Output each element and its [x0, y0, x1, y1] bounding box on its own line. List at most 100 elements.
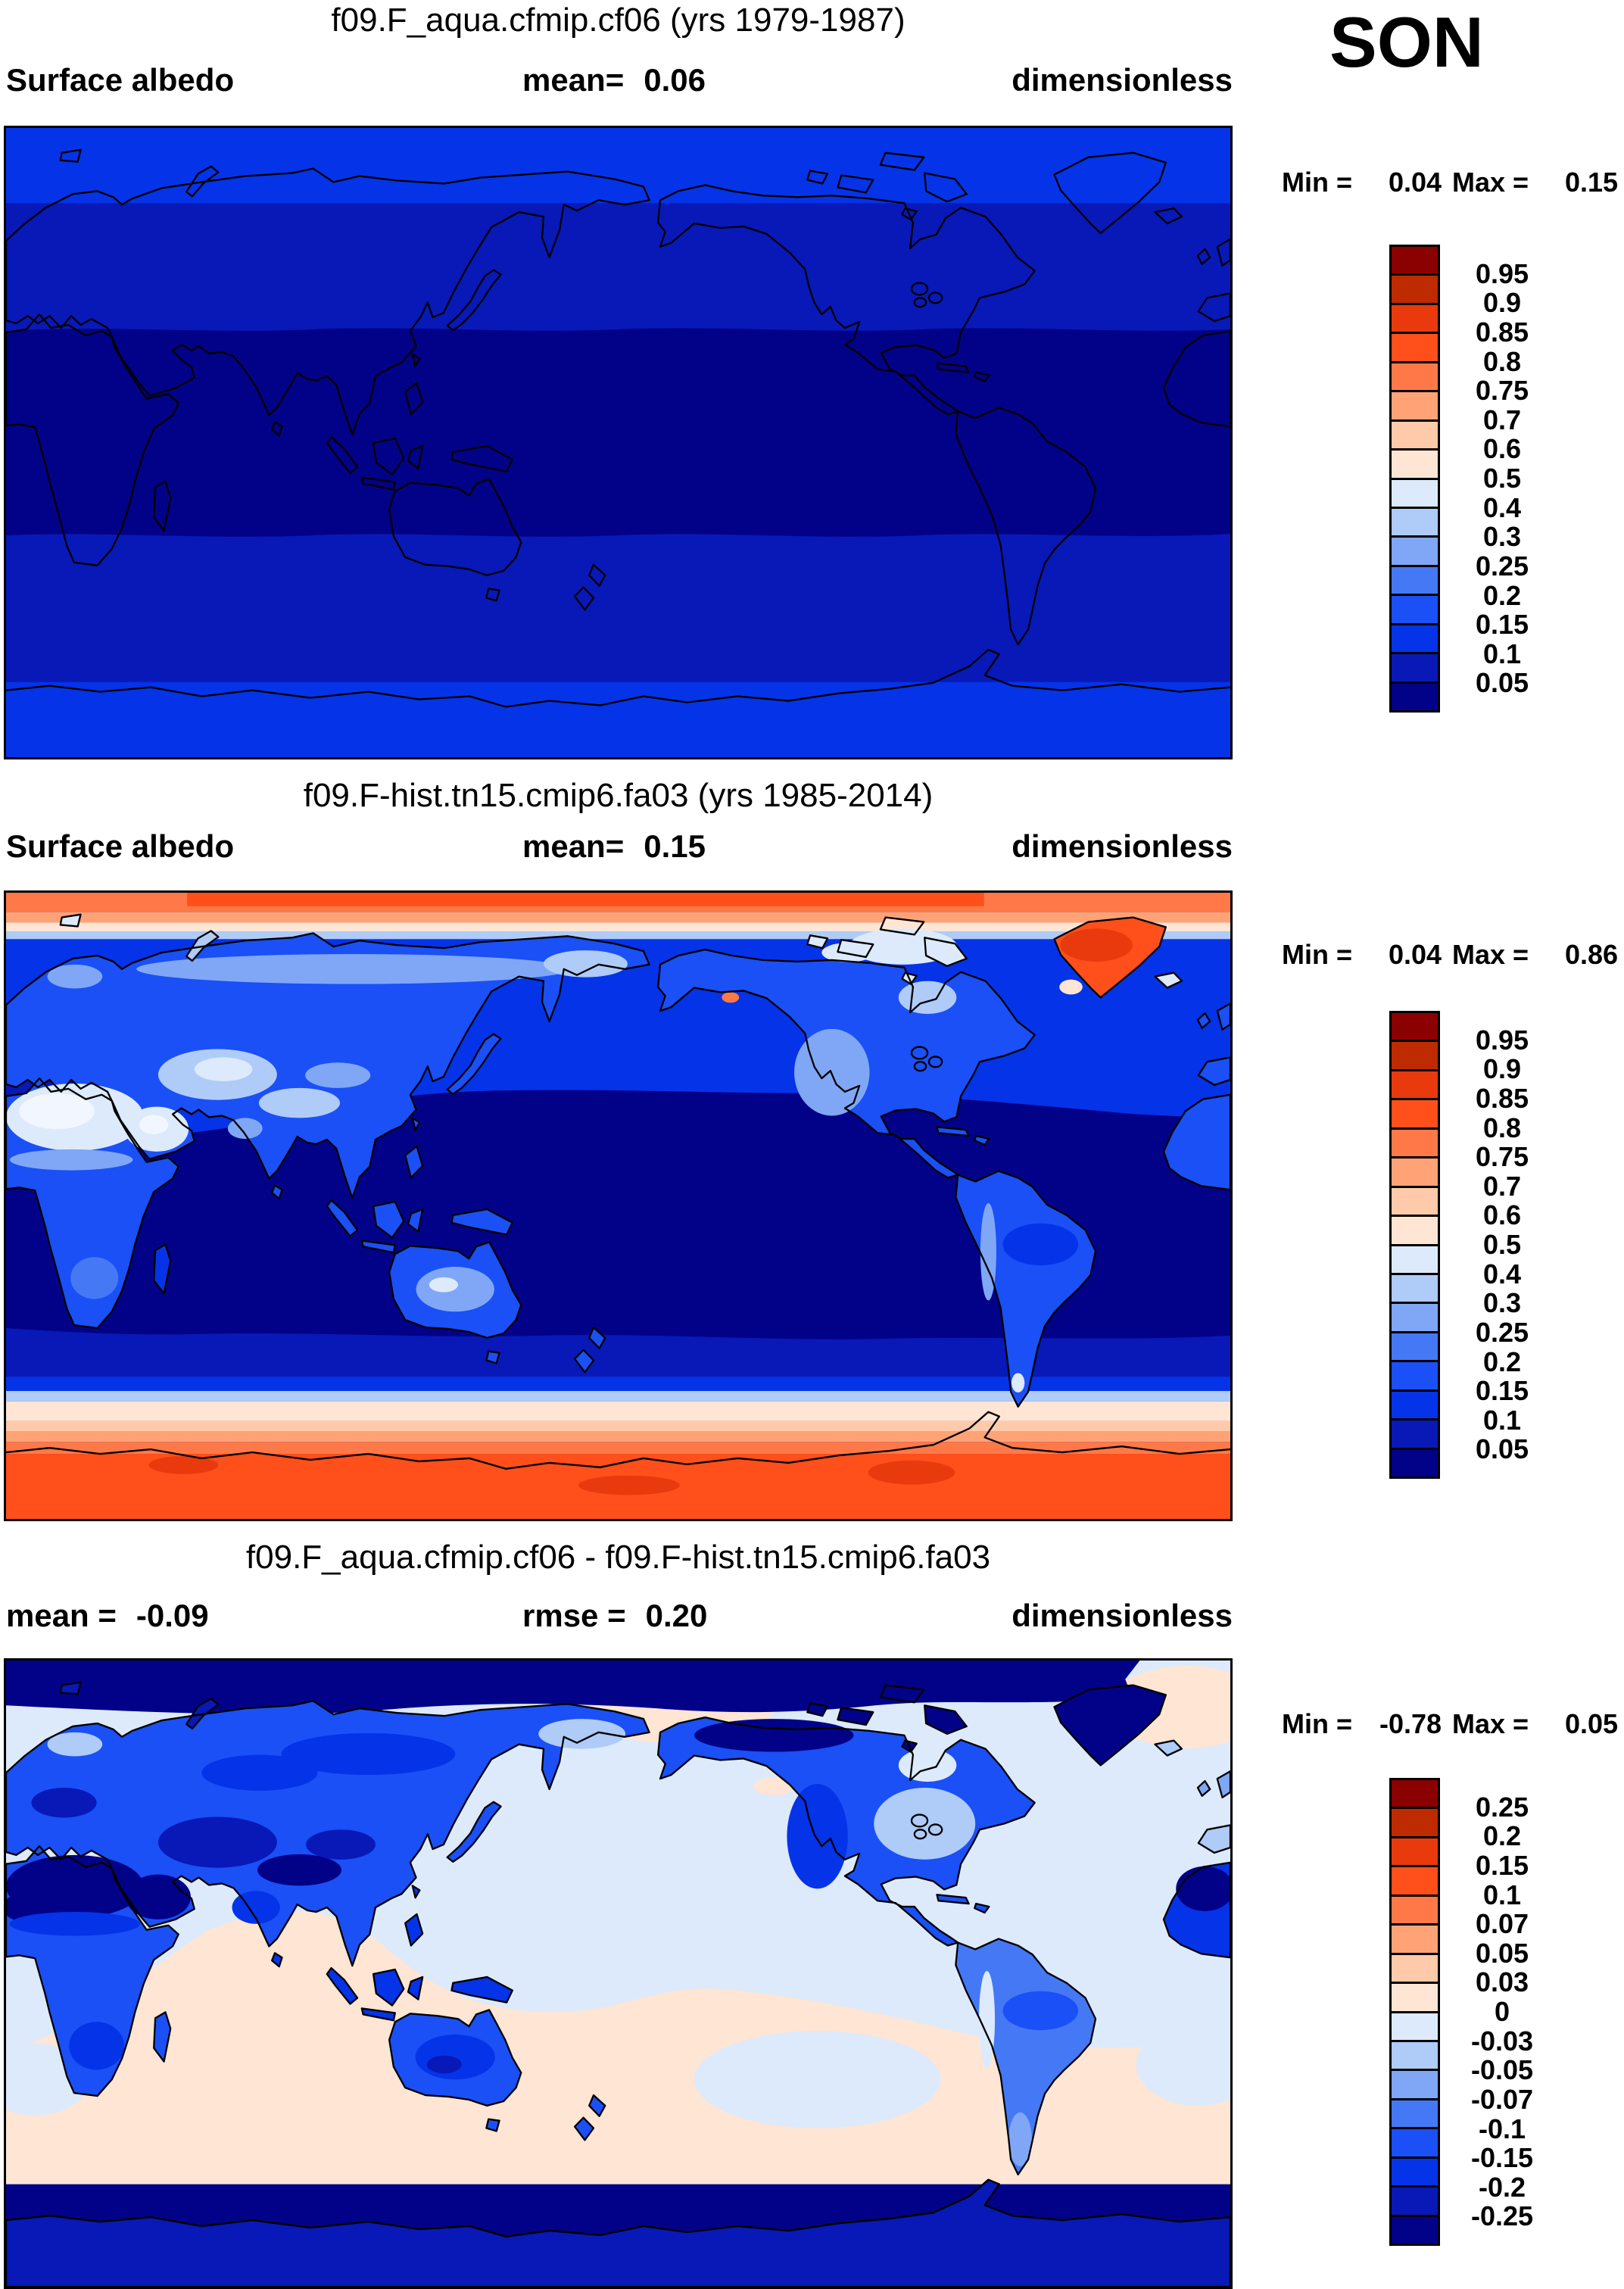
panel2-stats-row: Surface albedo mean= 0.15 dimensionless [4, 828, 1233, 866]
colorbar-segment [1392, 1809, 1438, 1838]
colorbar-segment [1392, 2129, 1438, 2159]
colorbar-tick-label: 0.85 [1475, 1082, 1529, 1114]
min-label: Min = [1282, 167, 1353, 198]
colorbar-segment [1392, 2100, 1438, 2130]
panel3-colorbar: 0.25 0.2 0.15 0.1 0.07 0.05 0.03 0 -0.03 -0.05 -0.… [1389, 1778, 1563, 2246]
colorbar-segment [1392, 654, 1438, 684]
colorbar-tick-label: 0.2 [1482, 1820, 1522, 1852]
panel1-minmax: Min = 0.04 Max = 0.15 [1282, 167, 1624, 198]
colorbar-tick-label: 0.75 [1475, 1141, 1529, 1173]
min-label: Min = [1282, 1708, 1353, 1739]
colorbar-segment [1392, 363, 1438, 393]
colorbar-segment [1392, 538, 1438, 567]
colorbar-tick-label: 0.4 [1482, 491, 1522, 523]
colorbar-tick-label: 0.05 [1475, 667, 1529, 699]
colorbar-tick-label: 0.15 [1475, 1375, 1529, 1407]
colorbar-segment [1392, 1187, 1438, 1218]
colorbar-segment [1392, 1159, 1438, 1188]
colorbar-segment [1392, 566, 1438, 597]
colorbar-tick-label: 0.3 [1482, 521, 1522, 553]
colorbar-segment [1392, 1129, 1438, 1159]
colorbar-tick-label: 0.9 [1482, 287, 1522, 319]
colorbar-tick-label: 0.8 [1482, 345, 1522, 377]
colorbar-tick-label: 0.9 [1482, 1053, 1522, 1085]
colorbar-tick-label: 0.25 [1475, 550, 1529, 582]
colorbar-tick-label: 0.05 [1475, 1937, 1529, 1969]
colorbar-segment [1392, 247, 1438, 276]
panel3-rmse-label: rmse = [522, 1598, 626, 1633]
panel1-colorbar: 0.95 0.9 0.85 0.8 0.75 0.7 0.6 0.5 0.4 0.3 0.25 0.2… [1389, 245, 1563, 713]
colorbar-tick-label: 0.95 [1475, 1024, 1529, 1056]
season-label: SON [1329, 2, 1484, 82]
colorbar-strip [1389, 1778, 1440, 2246]
colorbar-tick-label: 0.2 [1482, 579, 1522, 611]
panel2-units: dimensionless [1011, 828, 1233, 864]
panel3-minmax: Min = -0.78 Max = 0.05 [1282, 1708, 1624, 1740]
colorbar-segment [1392, 625, 1438, 655]
colorbar-segment [1392, 421, 1438, 451]
min-value: 0.04 [1388, 167, 1442, 198]
colorbar-segment [1392, 596, 1438, 625]
colorbar-tick-label: 0.8 [1482, 1112, 1522, 1143]
colorbar-tick-label: 0.03 [1475, 1966, 1529, 1998]
colorbar-tick-label: -0.2 [1478, 2171, 1526, 2203]
colorbar-segment [1392, 1333, 1438, 1363]
colorbar-tick-label: -0.07 [1470, 2083, 1534, 2115]
colorbar-tick-label: 0.95 [1475, 257, 1529, 289]
colorbar-segment [1392, 1449, 1438, 1477]
colorbar-tick-label: 0.1 [1482, 1879, 1522, 1910]
colorbar-tick-label: -0.03 [1470, 2025, 1534, 2057]
panel3-rmse-value: 0.20 [645, 1598, 708, 1633]
colorbar-segment [1392, 1013, 1438, 1043]
panel1-mean-label: mean= [522, 62, 625, 98]
colorbar-segment [1392, 1274, 1438, 1305]
colorbar-segment [1392, 508, 1438, 538]
colorbar-tick-label: 0.4 [1482, 1258, 1522, 1290]
panel1-mean-value: 0.06 [644, 62, 706, 98]
colorbar-tick-label: 0.7 [1482, 404, 1522, 435]
colorbar-tick-label: 0.5 [1482, 1229, 1522, 1260]
colorbar-segment [1392, 1926, 1438, 1955]
panel3-mean-label: mean = [6, 1598, 117, 1633]
colorbar-tick-label: 0.6 [1482, 1199, 1522, 1231]
colorbar-tick-label: 0.6 [1482, 433, 1522, 465]
colorbar-tick-label: -0.25 [1470, 2200, 1534, 2232]
colorbar-segment [1392, 2158, 1438, 2188]
colorbar-strip [1389, 1011, 1440, 1479]
min-label: Min = [1282, 939, 1353, 970]
colorbar-segment [1392, 2216, 1438, 2244]
panel1-units: dimensionless [1011, 62, 1233, 98]
colorbar-tick-label: 0.07 [1475, 1908, 1529, 1940]
colorbar-tick-label: 0.3 [1482, 1287, 1522, 1319]
colorbar-segment [1392, 1896, 1438, 1926]
panel2-colorbar: 0.95 0.9 0.85 0.8 0.75 0.7 0.6 0.5 0.4 0.3 0.25 0.2… [1389, 1011, 1563, 1479]
colorbar-strip [1389, 245, 1440, 713]
colorbar-segment [1392, 1100, 1438, 1130]
map-historical [4, 890, 1233, 1521]
colorbar-tick-label: 0.15 [1475, 1849, 1529, 1881]
panel1-title: f09.F_aqua.cfmip.cf06 (yrs 1979-1987) [331, 2, 906, 39]
colorbar-tick-label: 0.2 [1482, 1346, 1522, 1377]
colorbar-tick-label: -0.1 [1478, 2113, 1526, 2144]
colorbar-segment [1392, 1954, 1438, 1985]
colorbar-tick-label: 0.25 [1475, 1791, 1529, 1823]
panel3-stats-row: mean = -0.09 rmse = 0.20 dimensionless [4, 1598, 1233, 1636]
colorbar-segment [1392, 683, 1438, 710]
colorbar-segment [1392, 1838, 1438, 1868]
max-value: 0.15 [1565, 167, 1619, 198]
colorbar-segment [1392, 2188, 1438, 2217]
colorbar-segment [1392, 392, 1438, 422]
max-value: 0.86 [1565, 939, 1619, 970]
colorbar-segment [1392, 1071, 1438, 1101]
colorbar-segment [1392, 334, 1438, 363]
colorbar-segment [1392, 451, 1438, 480]
map-aquaplanet [4, 126, 1233, 759]
max-label: Max = [1452, 1708, 1529, 1739]
colorbar-segment [1392, 1391, 1438, 1421]
colorbar-tick-label: -0.15 [1470, 2142, 1534, 2174]
colorbar-tick-label: 0.85 [1475, 316, 1529, 348]
panel2-mean-label: mean= [522, 828, 625, 864]
colorbar-segment [1392, 1304, 1438, 1333]
colorbar-segment [1392, 2041, 1438, 2072]
panel2-minmax: Min = 0.04 Max = 0.86 [1282, 939, 1624, 971]
